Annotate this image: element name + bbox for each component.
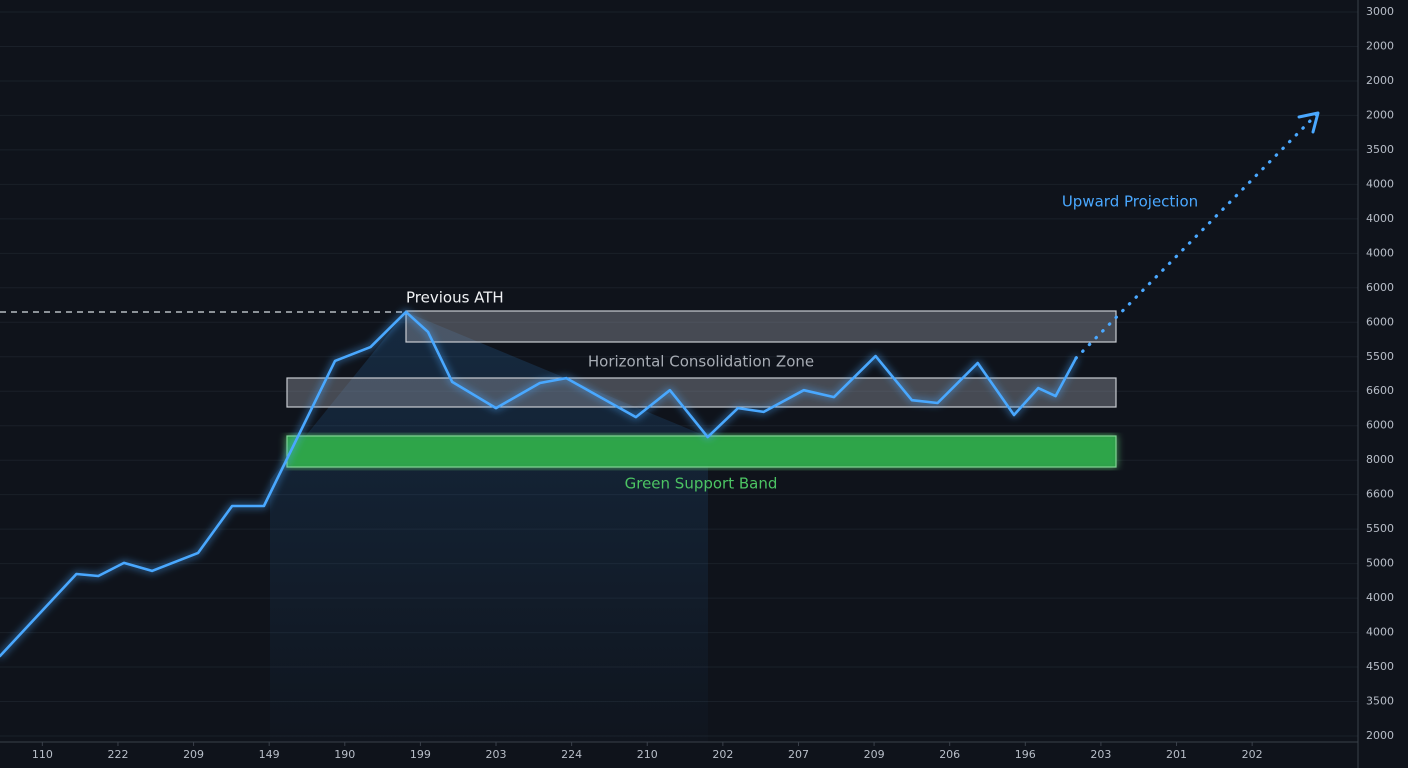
- series-line: [1074, 111, 1320, 360]
- ath-zone: [405, 310, 1117, 343]
- x-tick-label: 201: [1166, 748, 1187, 761]
- x-tick-label: 209: [183, 748, 204, 761]
- series-line: [0, 310, 1078, 658]
- x-tick-label: 149: [259, 748, 280, 761]
- y-tick-label: 6600: [1366, 488, 1394, 501]
- x-tick-label: 203: [1090, 748, 1111, 761]
- y-tick-label: 6000: [1366, 315, 1394, 328]
- y-tick-label: 4000: [1366, 591, 1394, 604]
- x-tick-label: 209: [864, 748, 885, 761]
- y-tick-label: 6600: [1366, 384, 1394, 397]
- annotation: Horizontal Consolidation Zone: [588, 353, 814, 371]
- x-tick-label: 203: [486, 748, 507, 761]
- x-tick-label: 196: [1015, 748, 1036, 761]
- x-tick-label: 210: [637, 748, 658, 761]
- y-tick-label: 6000: [1366, 419, 1394, 432]
- y-tick-label: 2000: [1366, 729, 1394, 742]
- y-tick-label: 4000: [1366, 626, 1394, 639]
- y-tick-label: 4500: [1366, 660, 1394, 673]
- x-tick-label: 202: [1242, 748, 1263, 761]
- area-shade: [270, 312, 708, 742]
- y-tick-label: 8000: [1366, 453, 1394, 466]
- y-tick-label: 5500: [1366, 522, 1394, 535]
- consolidation-zone: [286, 377, 1117, 408]
- annotation: Green Support Band: [625, 475, 778, 493]
- arrow-head: [1297, 111, 1320, 134]
- y-tick-label: 2000: [1366, 108, 1394, 121]
- y-tick-label: 3500: [1366, 695, 1394, 708]
- x-tick-label: 224: [561, 748, 582, 761]
- x-tick-label: 110: [32, 748, 53, 761]
- y-tick-label: 3000: [1366, 5, 1394, 18]
- y-tick-label: 5000: [1366, 557, 1394, 570]
- annotation: Upward Projection: [1062, 193, 1198, 211]
- x-tick-label: 222: [107, 748, 128, 761]
- support-band: [286, 435, 1117, 468]
- x-tick-label: 206: [939, 748, 960, 761]
- y-tick-label: 4000: [1366, 246, 1394, 259]
- x-tick-label: 190: [334, 748, 355, 761]
- y-tick-label: 2000: [1366, 74, 1394, 87]
- x-tick-label: 207: [788, 748, 809, 761]
- y-tick-label: 4000: [1366, 177, 1394, 190]
- annotation: Previous ATH: [406, 289, 504, 307]
- y-tick-label: 4000: [1366, 212, 1394, 225]
- y-tick-label: 5500: [1366, 350, 1394, 363]
- plot: [0, 111, 1320, 658]
- y-tick-label: 2000: [1366, 39, 1394, 52]
- y-tick-label: 6000: [1366, 281, 1394, 294]
- x-tick-label: 199: [410, 748, 431, 761]
- y-tick-label: 3500: [1366, 143, 1394, 156]
- x-tick-label: 202: [712, 748, 733, 761]
